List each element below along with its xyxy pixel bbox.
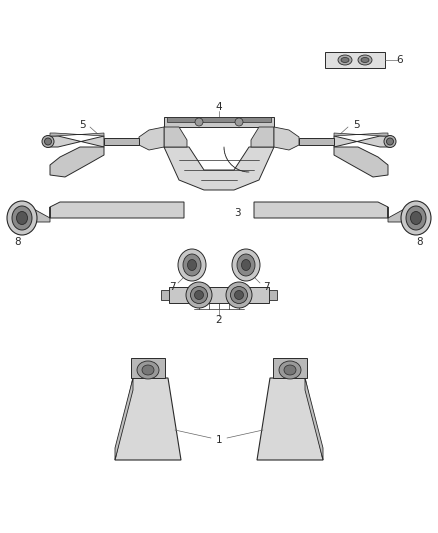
- Ellipse shape: [142, 365, 154, 375]
- Polygon shape: [274, 127, 299, 150]
- Polygon shape: [50, 147, 104, 177]
- Polygon shape: [164, 117, 274, 127]
- Polygon shape: [115, 378, 133, 460]
- Text: 7: 7: [263, 282, 269, 292]
- Text: 5: 5: [353, 120, 359, 130]
- Ellipse shape: [191, 287, 208, 303]
- Ellipse shape: [12, 206, 32, 230]
- Polygon shape: [139, 127, 164, 150]
- Ellipse shape: [178, 249, 206, 281]
- Polygon shape: [325, 52, 385, 68]
- Ellipse shape: [230, 287, 247, 303]
- Polygon shape: [167, 117, 271, 122]
- Ellipse shape: [232, 249, 260, 281]
- Polygon shape: [254, 202, 388, 218]
- Polygon shape: [50, 202, 184, 218]
- Text: 8: 8: [15, 237, 21, 247]
- Ellipse shape: [341, 58, 349, 62]
- Polygon shape: [334, 147, 388, 177]
- Text: 3: 3: [234, 208, 240, 218]
- Polygon shape: [299, 138, 334, 145]
- Polygon shape: [334, 136, 390, 147]
- Polygon shape: [104, 138, 139, 145]
- Polygon shape: [169, 287, 269, 303]
- Polygon shape: [28, 207, 50, 222]
- Ellipse shape: [406, 206, 426, 230]
- Ellipse shape: [234, 290, 244, 300]
- Ellipse shape: [42, 135, 54, 148]
- Polygon shape: [269, 290, 277, 300]
- Polygon shape: [334, 133, 388, 136]
- Ellipse shape: [45, 138, 52, 145]
- Ellipse shape: [284, 365, 296, 375]
- Ellipse shape: [401, 201, 431, 235]
- Text: 6: 6: [397, 55, 403, 65]
- Polygon shape: [161, 290, 169, 300]
- Text: 4: 4: [215, 102, 223, 112]
- Ellipse shape: [7, 201, 37, 235]
- Text: 5: 5: [79, 120, 85, 130]
- Text: 1: 1: [215, 435, 223, 445]
- Ellipse shape: [361, 58, 369, 62]
- Ellipse shape: [137, 361, 159, 379]
- Polygon shape: [305, 378, 323, 460]
- Text: 2: 2: [215, 315, 223, 325]
- Polygon shape: [257, 378, 323, 460]
- Ellipse shape: [237, 254, 255, 276]
- Polygon shape: [388, 207, 410, 222]
- Polygon shape: [164, 127, 187, 147]
- Polygon shape: [131, 358, 165, 378]
- Ellipse shape: [241, 260, 251, 271]
- Polygon shape: [273, 358, 307, 378]
- Polygon shape: [48, 136, 104, 147]
- Ellipse shape: [195, 118, 203, 126]
- Polygon shape: [251, 127, 274, 147]
- Polygon shape: [115, 378, 181, 460]
- Text: 8: 8: [417, 237, 423, 247]
- Text: 7: 7: [169, 282, 175, 292]
- Ellipse shape: [338, 55, 352, 65]
- Ellipse shape: [187, 260, 197, 271]
- Ellipse shape: [226, 282, 252, 308]
- Ellipse shape: [384, 135, 396, 148]
- Ellipse shape: [17, 212, 28, 224]
- Ellipse shape: [194, 290, 204, 300]
- Ellipse shape: [235, 118, 243, 126]
- Ellipse shape: [183, 254, 201, 276]
- Polygon shape: [50, 133, 104, 136]
- Ellipse shape: [386, 138, 393, 145]
- Ellipse shape: [279, 361, 301, 379]
- Polygon shape: [164, 147, 274, 190]
- Ellipse shape: [410, 212, 421, 224]
- Ellipse shape: [186, 282, 212, 308]
- Ellipse shape: [358, 55, 372, 65]
